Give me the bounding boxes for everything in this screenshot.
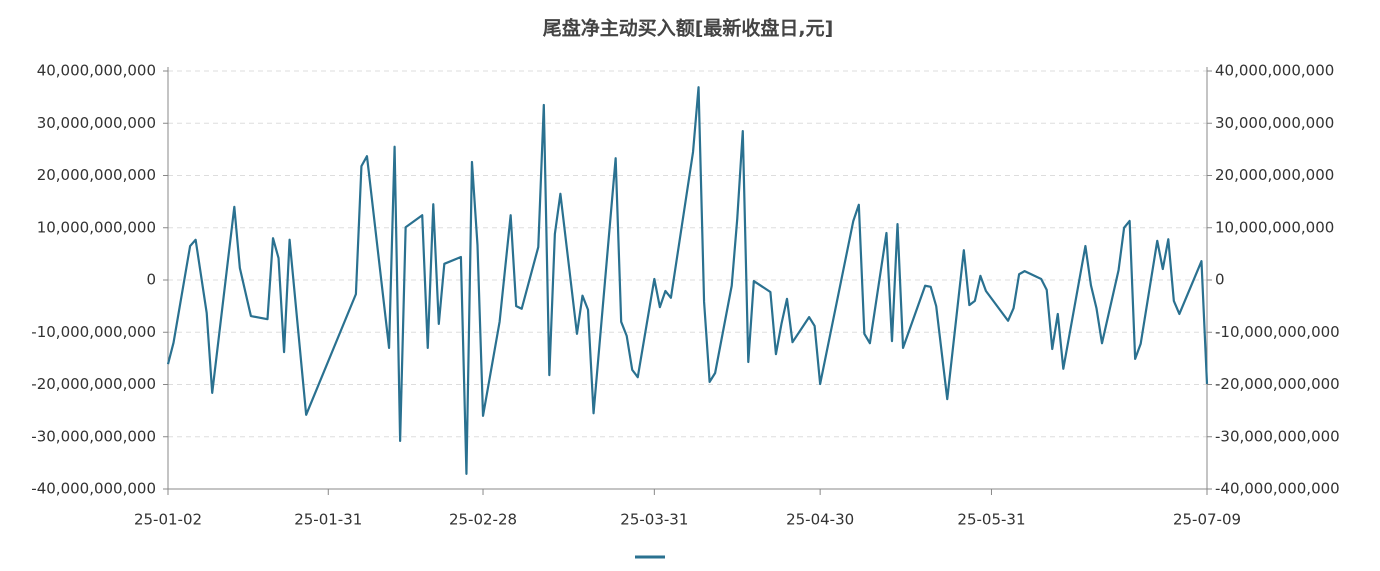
y2-tick-label: -30,000,000,000 — [1215, 427, 1340, 445]
x-tick-label: 25-05-31 — [957, 511, 1025, 529]
y-tick-label: -20,000,000,000 — [31, 375, 156, 393]
y-tick-label: 10,000,000,000 — [37, 218, 156, 236]
x-tick-label: 25-01-31 — [294, 511, 362, 529]
x-tick-label: 25-07-09 — [1173, 511, 1241, 529]
y2-tick-label: 10,000,000,000 — [1215, 218, 1334, 236]
y2-tick-label: 40,000,000,000 — [1215, 62, 1334, 80]
y-tick-label: -40,000,000,000 — [31, 480, 156, 498]
x-tick-label: 25-03-31 — [620, 511, 688, 529]
y-tick-label: -10,000,000,000 — [31, 323, 156, 341]
y2-tick-label: 0 — [1215, 271, 1225, 289]
y-tick-label: 30,000,000,000 — [37, 114, 156, 132]
chart-title: 尾盘净主动买入额[最新收盘日,元] — [543, 17, 834, 40]
y-tick-label: 40,000,000,000 — [37, 62, 156, 80]
y-tick-label: -30,000,000,000 — [31, 427, 156, 445]
y2-tick-label: -10,000,000,000 — [1215, 323, 1340, 341]
x-tick-label: 25-02-28 — [449, 511, 517, 529]
series-line — [166, 86, 1209, 475]
x-tick-label: 25-01-02 — [134, 511, 202, 529]
y2-tick-label: 20,000,000,000 — [1215, 166, 1334, 184]
y2-tick-label: -20,000,000,000 — [1215, 375, 1340, 393]
y-tick-label: 0 — [146, 271, 156, 289]
y-tick-label: 20,000,000,000 — [37, 166, 156, 184]
y2-tick-label: -40,000,000,000 — [1215, 480, 1340, 498]
y2-tick-label: 30,000,000,000 — [1215, 114, 1334, 132]
x-tick-label: 25-04-30 — [786, 511, 854, 529]
